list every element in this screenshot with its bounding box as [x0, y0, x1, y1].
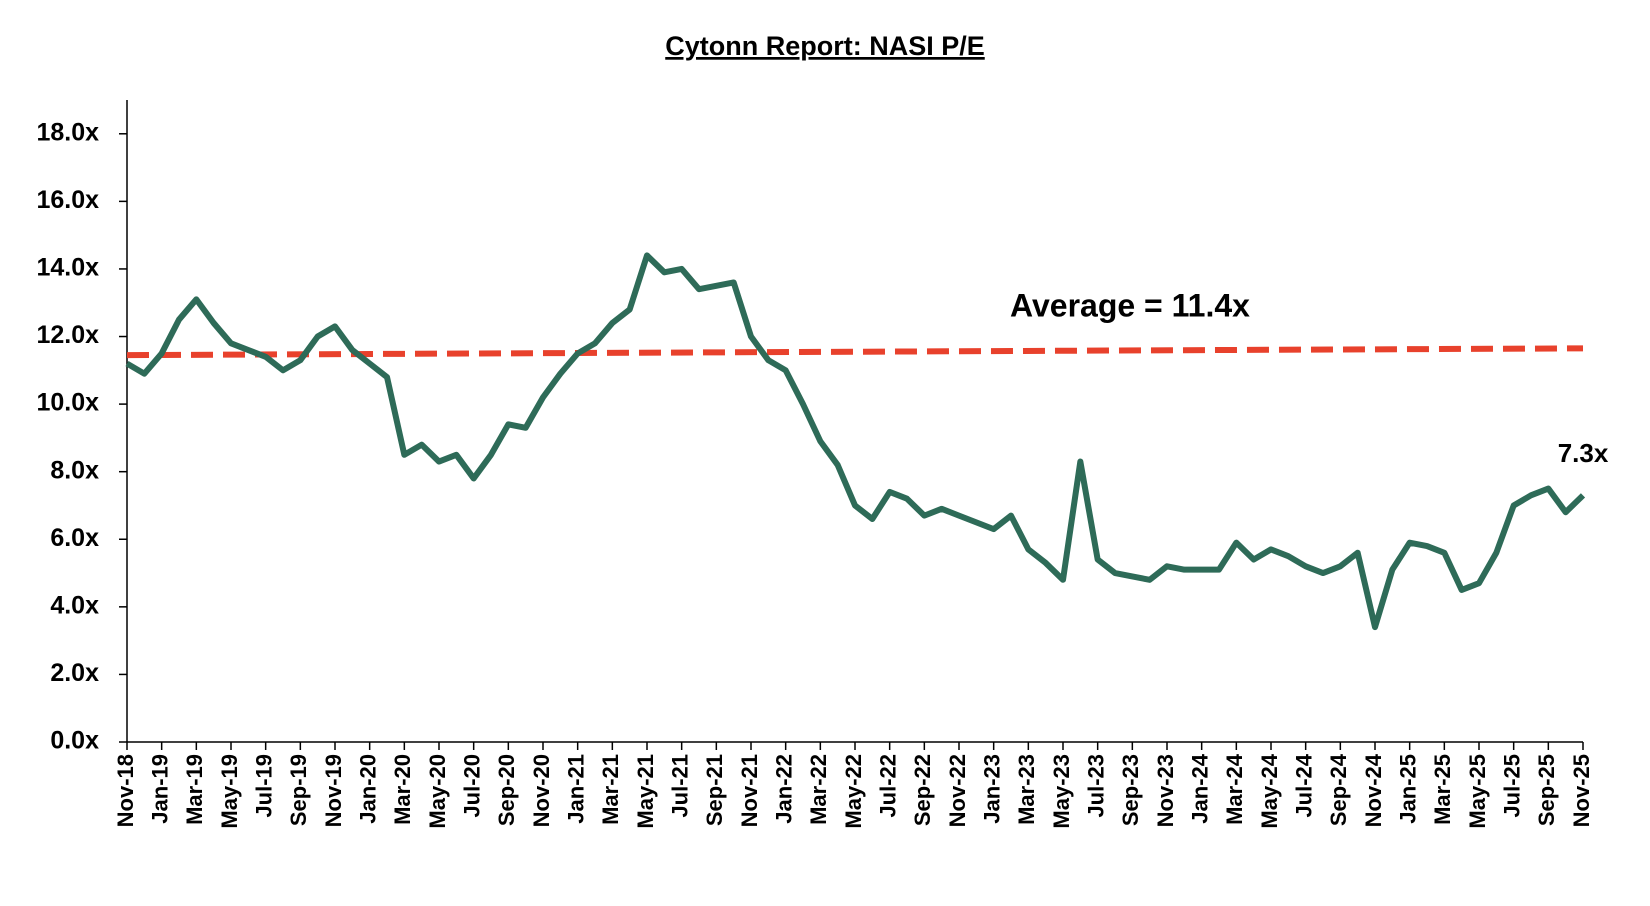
average-line: [126, 345, 1584, 359]
x-tick-label: Nov-19: [321, 754, 346, 827]
x-tick-label: Mar-24: [1222, 753, 1247, 825]
x-tick-label: Mar-21: [598, 754, 623, 825]
y-tick-label: 12.0x: [36, 321, 99, 349]
data-label: 7.3x: [1558, 438, 1609, 468]
x-tick-label: Sep-23: [1118, 754, 1143, 826]
x-tick-label: Sep-24: [1326, 753, 1351, 826]
y-tick-label: 8.0x: [50, 456, 99, 484]
x-tick-label: Nov-18: [113, 754, 138, 827]
y-tick-label: 0.0x: [50, 727, 99, 755]
x-tick-label: May-24: [1257, 753, 1282, 828]
x-tick-label: Sep-21: [702, 754, 727, 826]
x-tick-label: May-25: [1465, 754, 1490, 829]
x-tick-label: Jan-23: [979, 754, 1004, 824]
x-tick-label: Sep-22: [910, 754, 935, 826]
x-tick-label: Nov-25: [1569, 754, 1594, 827]
x-tick-label: Sep-20: [494, 754, 519, 826]
y-tick-label: 10.0x: [36, 389, 99, 417]
x-tick-label: Nov-21: [737, 754, 762, 827]
x-tick-label: Sep-19: [286, 754, 311, 826]
x-tick-label: Nov-23: [1153, 754, 1178, 827]
x-tick-label: Jan-21: [563, 754, 588, 824]
series-line: [125, 252, 1586, 631]
x-tick-label: Mar-25: [1430, 754, 1455, 825]
y-tick-label: 14.0x: [36, 254, 99, 282]
x-tick-label: Nov-20: [529, 754, 554, 827]
x-tick-label: Mar-20: [390, 754, 415, 825]
x-tick-label: Mar-23: [1014, 754, 1039, 825]
x-tick-label: Jan-24: [1187, 753, 1212, 823]
x-tick-label: Jul-21: [667, 754, 692, 818]
y-tick-label: 2.0x: [50, 659, 99, 687]
y-tick-label: 18.0x: [36, 118, 99, 146]
x-tick-label: Jan-20: [355, 754, 380, 824]
x-tick-label: Sep-25: [1534, 754, 1559, 826]
x-tick-label: Jul-19: [251, 754, 276, 818]
x-tick-label: Jan-22: [771, 754, 796, 824]
x-tick-label: May-22: [841, 754, 866, 829]
y-tick-label: 4.0x: [50, 591, 99, 619]
x-tick-label: Nov-24: [1361, 753, 1386, 827]
x-tick-label: Jul-24: [1291, 753, 1316, 817]
average-annotation: Average = 11.4x: [1010, 287, 1250, 323]
x-tick-label: Mar-22: [806, 754, 831, 825]
x-tick-label: Jul-23: [1083, 754, 1108, 818]
x-tick-label: Jan-25: [1395, 754, 1420, 824]
y-tick-label: 16.0x: [36, 186, 99, 214]
x-tick-label: May-23: [1049, 754, 1074, 829]
x-tick-label: Nov-22: [945, 754, 970, 827]
x-tick-label: Jul-25: [1499, 754, 1524, 818]
x-tick-label: Jul-20: [459, 754, 484, 818]
x-tick-label: May-19: [217, 754, 242, 829]
x-tick-label: May-20: [425, 754, 450, 829]
y-tick-label: 6.0x: [50, 524, 99, 552]
chart-title: Cytonn Report: NASI P/E: [665, 31, 985, 61]
x-tick-label: Jan-19: [147, 754, 172, 824]
x-tick-label: May-21: [633, 754, 658, 829]
x-tick-label: Jul-22: [875, 754, 900, 818]
x-tick-label: Mar-19: [182, 754, 207, 825]
